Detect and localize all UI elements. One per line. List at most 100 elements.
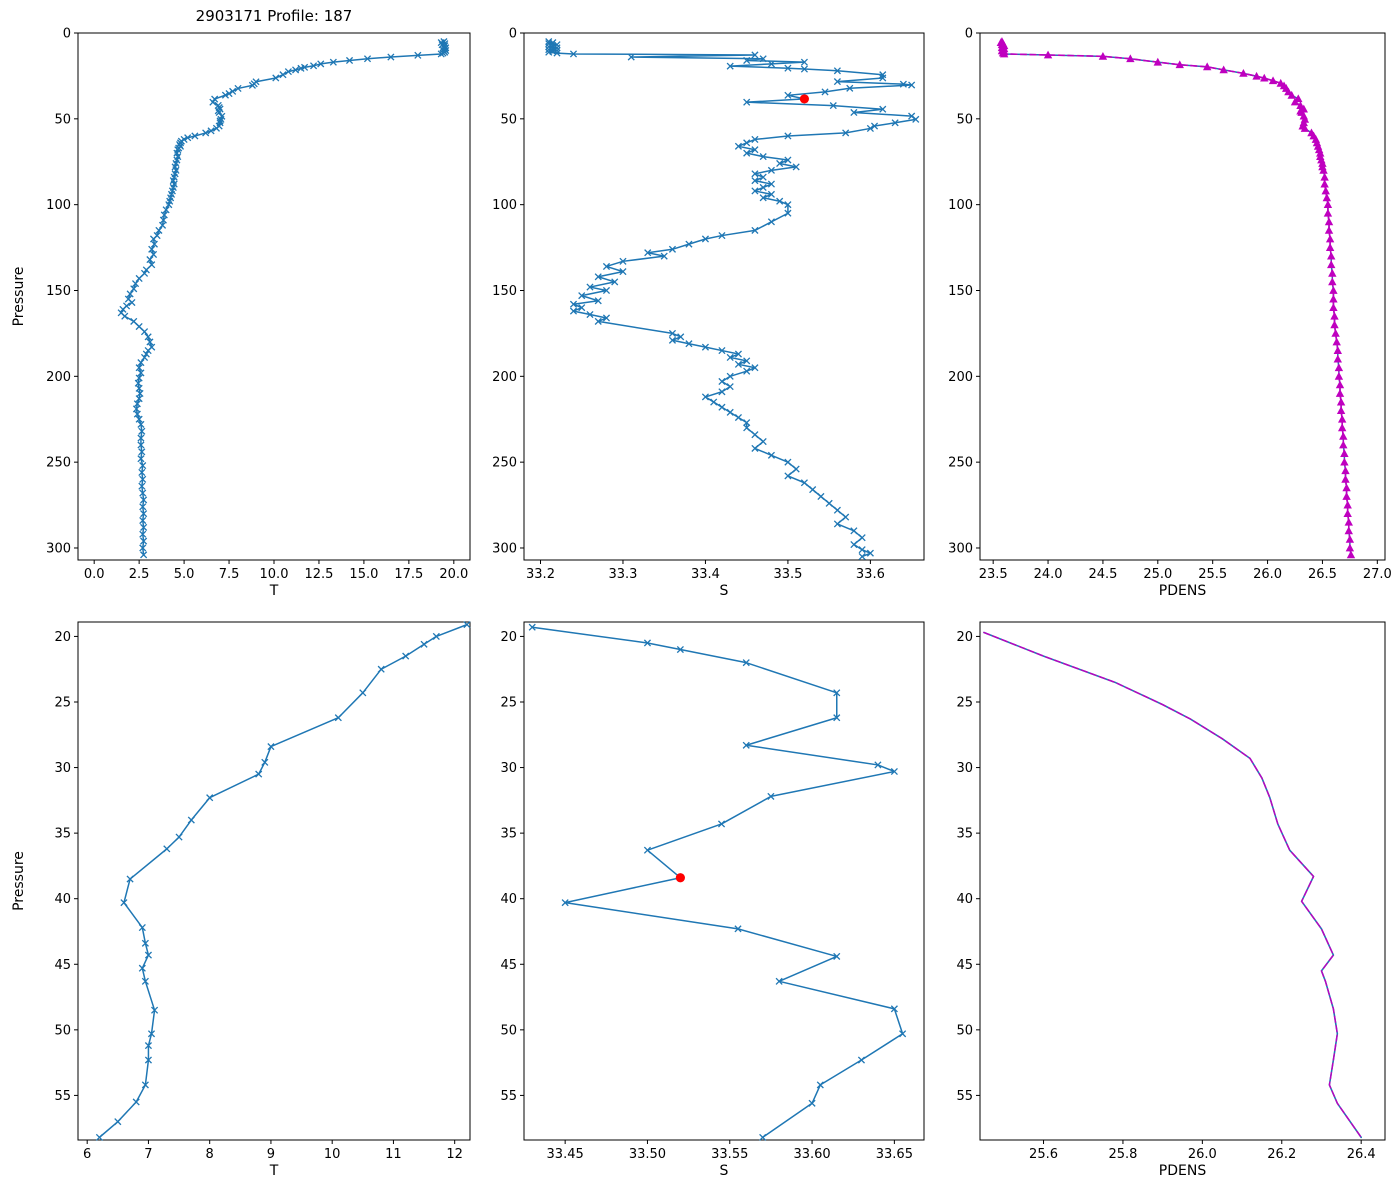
x-marker: [138, 923, 146, 932]
x-marker: [870, 122, 879, 130]
x-tick-label: 33.60: [793, 1147, 830, 1162]
y-tick-label: 35: [500, 827, 517, 842]
y-tick-label: 50: [956, 112, 973, 127]
y-tick-label: 40: [956, 892, 973, 907]
x-marker: [126, 290, 134, 298]
triangle-marker: [1330, 311, 1339, 320]
x-marker: [284, 68, 292, 76]
y-axis-label: Pressure: [11, 851, 27, 911]
triangle-marker: [1323, 208, 1333, 217]
x-marker: [420, 640, 428, 648]
x-tick-label: 33.6: [856, 567, 885, 582]
x-marker: [528, 623, 536, 631]
x-marker: [334, 714, 342, 722]
x-marker: [866, 124, 874, 133]
x-marker: [594, 273, 602, 281]
x-marker: [187, 816, 195, 824]
triangle-marker: [1321, 186, 1330, 195]
x-marker: [138, 964, 146, 972]
x-marker: [743, 424, 751, 432]
x-marker: [833, 506, 841, 514]
x-tick-label: 8: [206, 1147, 214, 1162]
x-marker: [759, 55, 767, 63]
triangle-marker: [1337, 414, 1347, 423]
x-marker: [833, 520, 841, 528]
y-tick-label: 50: [54, 1023, 71, 1038]
x-marker: [784, 209, 792, 217]
x-marker: [135, 395, 143, 403]
x-marker: [135, 415, 143, 423]
highlight-dot-marker: [675, 873, 685, 883]
y-tick-label: 50: [500, 1023, 517, 1038]
x-marker: [114, 1118, 122, 1126]
triangle-marker: [1339, 440, 1348, 449]
x-marker: [209, 98, 217, 106]
x-marker: [171, 163, 179, 171]
x-marker: [140, 523, 148, 531]
x-marker: [297, 64, 305, 72]
x-marker: [144, 1042, 152, 1050]
x-marker: [437, 39, 445, 47]
x-marker: [850, 527, 858, 535]
triangle-marker: [1126, 54, 1135, 63]
x-marker: [137, 434, 145, 442]
x-marker: [751, 431, 759, 439]
y-tick-label: 35: [54, 827, 71, 842]
x-tick-label: 27.0: [1363, 567, 1392, 582]
axes-frame: [77, 32, 471, 561]
triangle-marker: [1329, 286, 1338, 294]
x-marker: [130, 285, 138, 293]
x-tick-label: 10: [324, 1147, 341, 1162]
triangle-marker: [1340, 457, 1349, 466]
x-marker: [850, 108, 858, 117]
triangle-marker: [1333, 346, 1343, 354]
triangle-marker: [1175, 60, 1184, 69]
x-marker: [800, 479, 808, 487]
x-marker: [139, 516, 147, 525]
x-tick-label: 7.5: [219, 567, 240, 582]
triangle-marker: [1340, 449, 1349, 457]
x-marker: [144, 333, 152, 341]
y-tick-label: 25: [500, 695, 517, 710]
x-marker: [619, 257, 627, 265]
x-marker: [759, 153, 767, 161]
x-marker: [833, 689, 841, 697]
y-tick-label: 300: [46, 541, 71, 556]
x-marker: [141, 977, 149, 985]
triangle-marker: [1327, 251, 1336, 260]
triangle-marker: [1260, 73, 1269, 82]
triangle-marker: [1328, 268, 1337, 277]
y-tick-label: 55: [54, 1089, 71, 1104]
x-marker: [858, 534, 866, 542]
x-marker: [144, 951, 152, 959]
x-marker: [767, 190, 775, 198]
x-marker: [545, 46, 553, 54]
x-marker: [150, 240, 158, 248]
x-marker: [359, 689, 367, 697]
x-tick-label: 26.4: [1347, 1147, 1376, 1162]
x-tick-label: 20.0: [439, 567, 468, 582]
x-marker: [833, 714, 841, 722]
y-tick-label: 30: [500, 761, 517, 776]
x-marker: [800, 58, 808, 66]
x-marker: [162, 206, 170, 214]
y-tick-label: 50: [500, 112, 517, 127]
x-marker: [767, 792, 775, 800]
x-marker: [545, 40, 553, 48]
x-marker: [784, 458, 792, 466]
y-tick-label: 55: [500, 1089, 517, 1104]
x-marker: [759, 183, 767, 192]
x-marker: [159, 216, 167, 224]
x-marker: [229, 87, 237, 95]
x-marker: [734, 925, 742, 933]
x-axis-label: PDENS: [1159, 583, 1207, 599]
x-marker: [140, 496, 148, 504]
triangle-marker: [1331, 329, 1340, 337]
x-marker: [742, 741, 750, 749]
y-tick-label: 100: [948, 198, 973, 213]
x-marker: [124, 295, 132, 303]
x-marker: [141, 1081, 149, 1089]
x-marker: [317, 60, 325, 68]
y-tick-label: 0: [965, 27, 973, 42]
x-marker: [132, 1098, 140, 1106]
